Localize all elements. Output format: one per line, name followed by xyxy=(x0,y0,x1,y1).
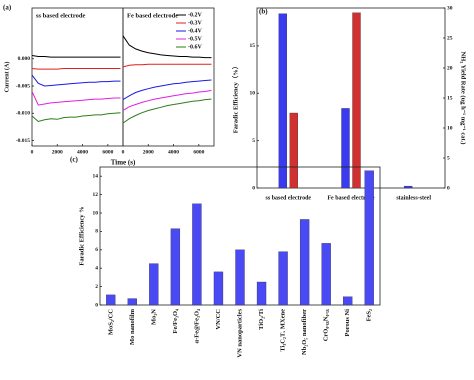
y-tick-label: 4 xyxy=(95,265,98,271)
x-tick-label: stainless-steel xyxy=(396,195,431,201)
y-axis-label: Faradic Efficiency % xyxy=(78,206,85,265)
x-tick-label: ss based electrode xyxy=(266,195,312,201)
bar xyxy=(299,219,310,306)
y2-tick-label: 10 xyxy=(447,125,453,131)
y-tick-label: 10 xyxy=(250,91,256,97)
bar xyxy=(343,296,353,306)
line-series xyxy=(122,89,212,111)
x-tick-label: Fe based electrode xyxy=(327,195,375,201)
line-series xyxy=(31,91,121,106)
legend-label: -0.5V xyxy=(188,36,202,42)
panel-title: Fe based electrode xyxy=(127,12,178,19)
line-series xyxy=(31,68,121,70)
bar xyxy=(256,281,267,306)
y-tick-label: 6 xyxy=(95,247,98,253)
line-series xyxy=(31,55,121,58)
y-tick-label: -0.010 xyxy=(16,111,30,117)
x-tick-label: 0 xyxy=(31,149,34,155)
x-tick-label: Mo nanofilm xyxy=(129,308,136,345)
x-tick-label: 4000 xyxy=(168,149,179,155)
bar xyxy=(278,13,287,189)
x-tick-label: 0 xyxy=(122,149,125,155)
panel-label: (b) xyxy=(259,8,268,16)
y2-tick-label: 15 xyxy=(447,95,453,101)
y-tick-label: 15 xyxy=(250,43,256,49)
x-tick-label: 4000 xyxy=(77,149,88,155)
x-tick-label: TiO₂/Ti xyxy=(258,309,265,330)
x-tick-label: 2000 xyxy=(143,149,154,155)
x-tick-label: MoS₂/CC xyxy=(107,309,114,335)
line-series xyxy=(122,35,212,59)
y-tick-label: -0.015 xyxy=(16,138,30,144)
x-tick-label: Mo₂N xyxy=(150,309,157,325)
y-axis-label: Faradic Efficiency（%） xyxy=(231,63,239,134)
bar xyxy=(127,298,137,306)
bar xyxy=(289,112,298,189)
bar xyxy=(364,170,374,306)
legend-label: -0.4V xyxy=(188,28,202,34)
line-series xyxy=(122,63,212,68)
bar xyxy=(341,108,350,189)
x-tick-label: 6000 xyxy=(102,149,113,155)
bar xyxy=(192,203,202,306)
x-tick-label: VN nanoparticles xyxy=(236,309,243,358)
y-tick-label: 14 xyxy=(93,173,99,179)
y-tick-label: 10 xyxy=(93,210,99,216)
line-series xyxy=(122,98,212,124)
y-tick-label: -0.005 xyxy=(16,83,30,89)
panel-title: ss based electrode xyxy=(36,12,85,19)
y2-tick-label: 25 xyxy=(447,35,453,41)
y-tick-label: 5 xyxy=(252,138,255,144)
line-series xyxy=(31,74,121,87)
bar xyxy=(278,251,288,306)
bar xyxy=(321,243,331,306)
panel-label: (a) xyxy=(3,4,12,12)
panel-label: (c) xyxy=(70,156,78,164)
y2-axis-label: NH₃ Yield Rate (ug h⁻¹ mg⁻¹ cat.) xyxy=(460,52,467,145)
x-axis-label: Time (s) xyxy=(111,159,136,167)
bar xyxy=(213,271,224,306)
panel-frame xyxy=(31,7,124,147)
legend-label: -0.6V xyxy=(188,44,202,50)
y-tick-label: 12 xyxy=(93,192,99,198)
y-tick-label: 2 xyxy=(95,284,98,290)
y-tick-label: 8 xyxy=(95,229,98,235)
bar xyxy=(352,12,361,189)
bar xyxy=(149,263,159,306)
y-tick-label: 0 xyxy=(252,185,255,191)
x-tick-label: Porous Ni xyxy=(344,309,351,337)
bar xyxy=(170,228,181,306)
panel-frame xyxy=(122,7,215,147)
line-series xyxy=(31,112,121,123)
x-tick-label: α-Fe@Fe₃O₄ xyxy=(193,309,200,344)
y-tick-label: 0.000 xyxy=(18,56,31,62)
line-series xyxy=(122,79,212,101)
y-tick-label: 0 xyxy=(95,302,98,308)
x-tick-label: 6000 xyxy=(193,149,204,155)
x-tick-label: Fe/Fe₃O₄ xyxy=(172,309,179,334)
x-tick-label: Ti₃C₂Tₓ MXene xyxy=(280,309,287,352)
x-tick-label: VN/CC xyxy=(215,309,222,330)
bar xyxy=(106,294,116,306)
y2-tick-label: 30 xyxy=(447,5,453,11)
y2-tick-label: 20 xyxy=(447,65,453,71)
y2-tick-label: 5 xyxy=(447,155,450,161)
x-tick-label: CrO₀.₆₆N₀.₅₆ xyxy=(323,309,330,341)
legend-label: -0.3V xyxy=(188,20,202,26)
x-tick-label: FeS₂ xyxy=(366,309,373,321)
legend-label: -0.2V xyxy=(188,12,202,18)
bar xyxy=(235,249,245,306)
x-tick-label: Nb₂O₅ nanofiber xyxy=(301,309,308,355)
y-axis-label: Current (A) xyxy=(3,62,10,93)
x-tick-label: 2000 xyxy=(52,149,63,155)
bar xyxy=(404,185,413,189)
y2-tick-label: 0 xyxy=(447,185,450,191)
